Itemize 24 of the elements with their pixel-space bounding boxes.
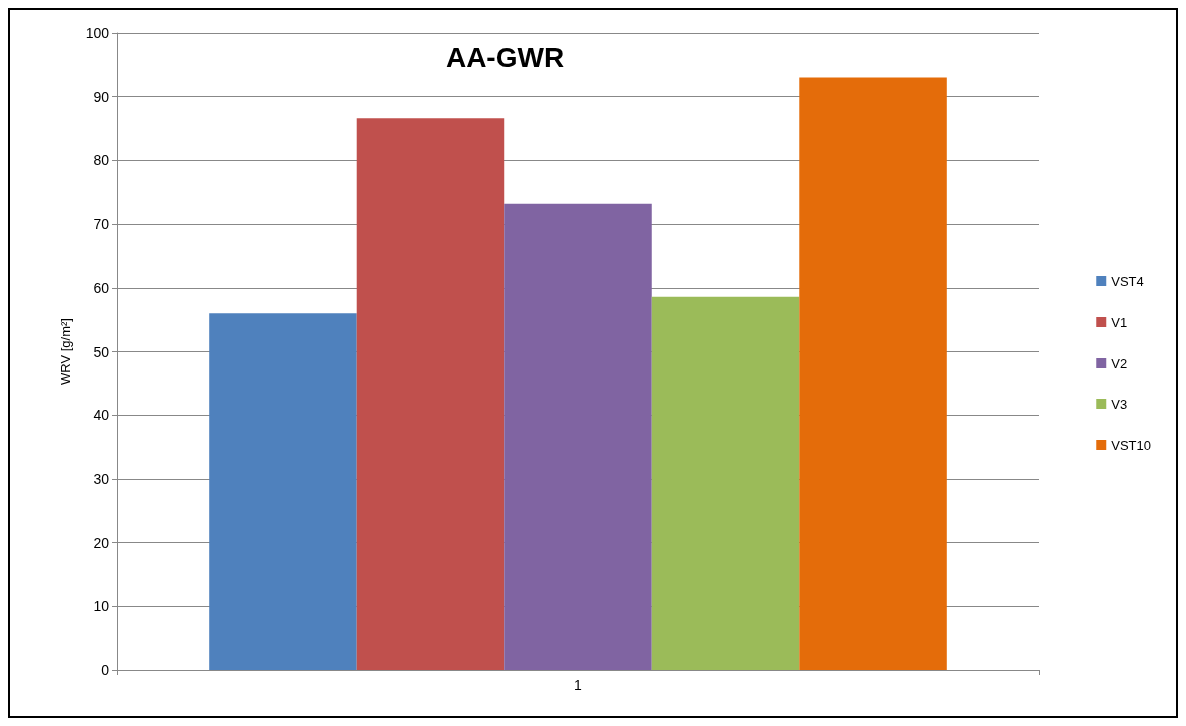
legend-label: VST10 [1111,437,1152,453]
y-tick-label: 70 [93,216,110,233]
y-tick-label: 50 [93,343,110,360]
y-tick-label: 100 [85,25,110,41]
legend-label: V1 [1111,314,1128,330]
legend-label: V2 [1111,355,1128,371]
y-axis-title: WRV [g/m²] [58,318,73,385]
y-tick-label: 40 [93,407,110,424]
x-tick-label: 1 [574,677,583,693]
bar [356,118,505,670]
y-tick-label: 0 [101,662,110,678]
y-tick-label: 80 [93,152,110,169]
bar [799,77,947,670]
y-tick-label: 20 [93,534,110,551]
bar [504,203,652,670]
y-tick-label: 90 [93,88,110,105]
bar [651,296,800,670]
y-tick-label: 10 [93,598,110,615]
legend-label: VST4 [1111,273,1144,289]
bar [209,313,357,670]
chart-title: AA-GWR [445,41,565,73]
y-tick-label: 30 [93,470,110,487]
legend-label: V3 [1111,396,1128,412]
y-tick-label: 60 [93,279,110,296]
